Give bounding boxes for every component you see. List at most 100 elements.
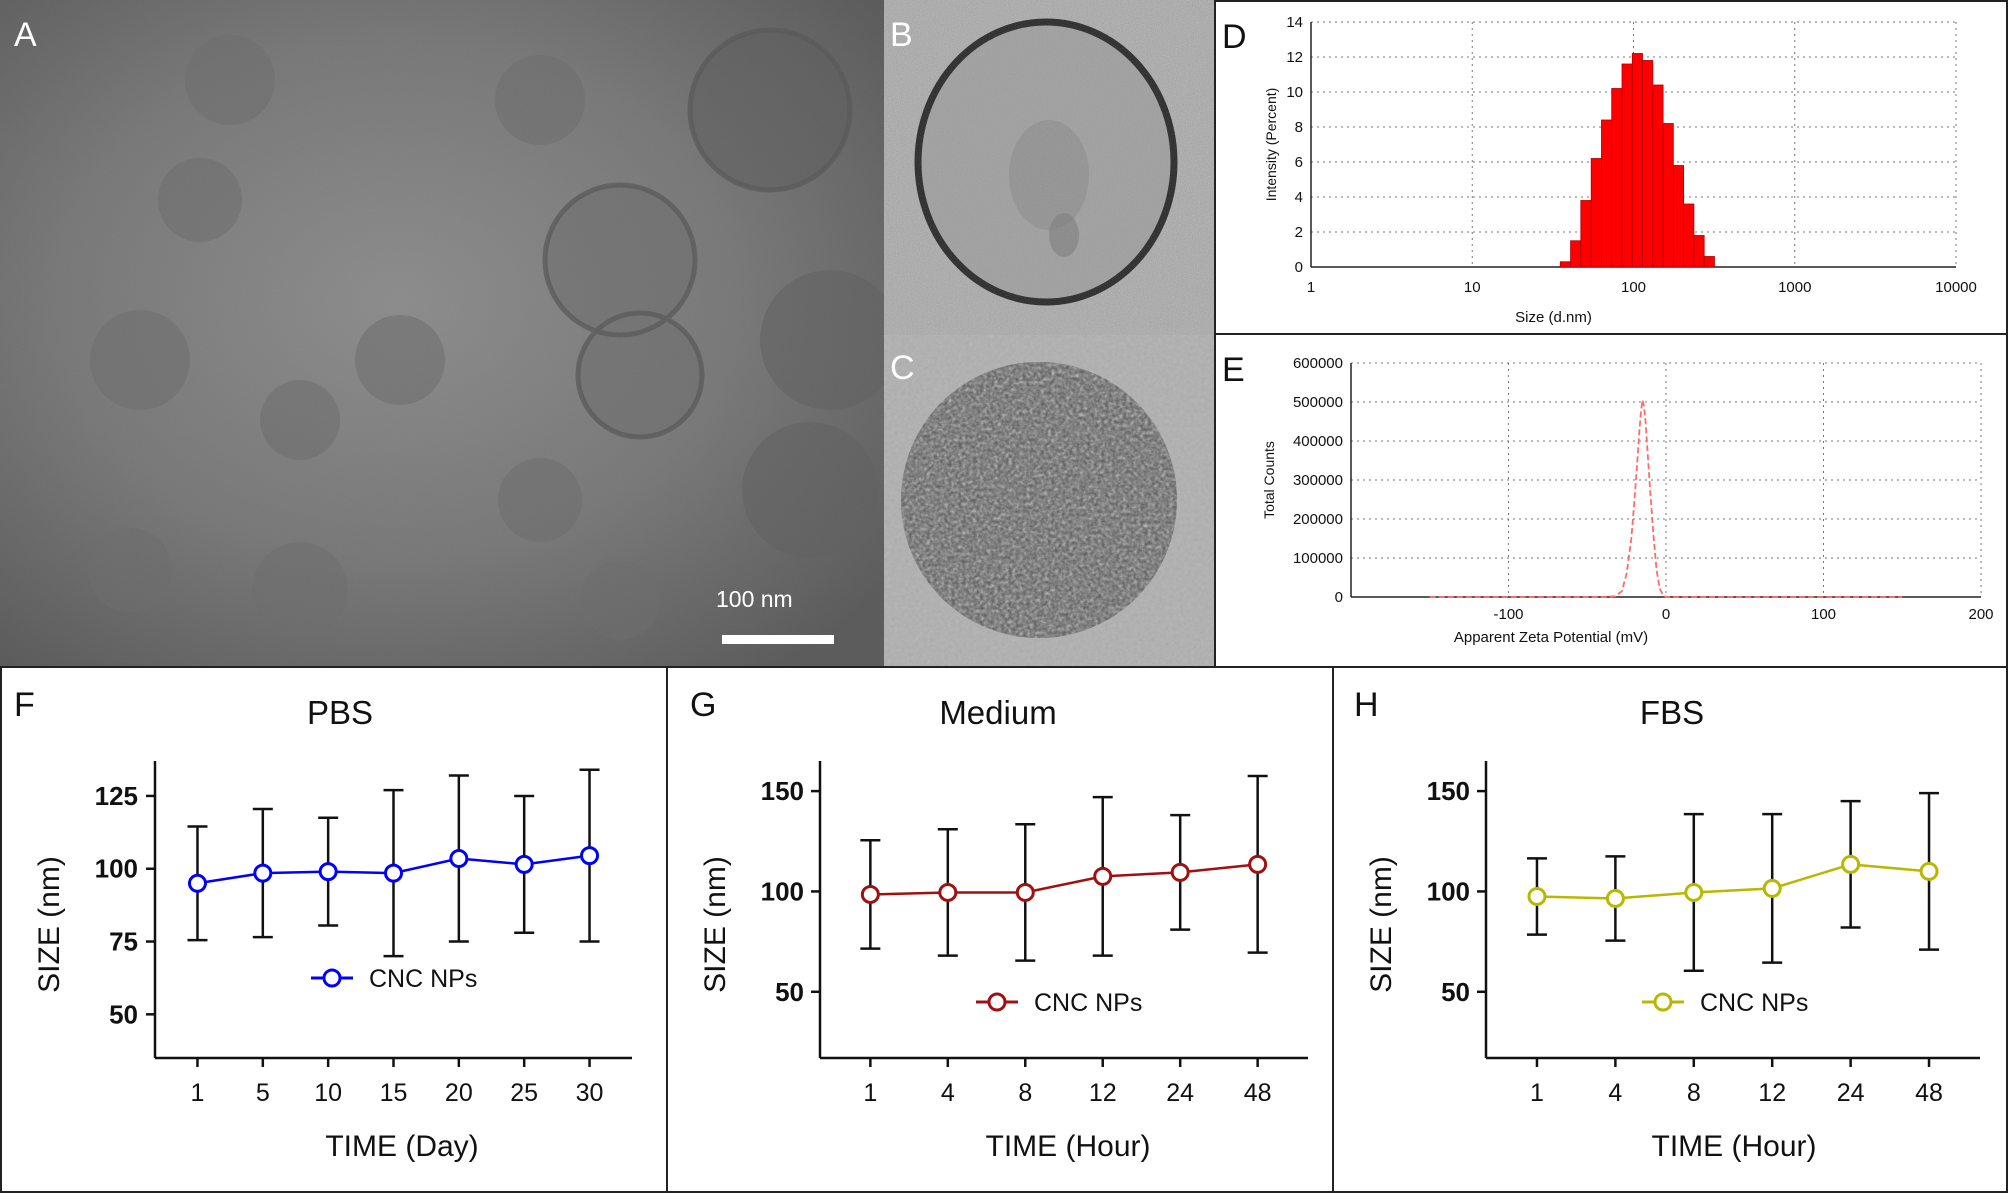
x-axis-label: Size (d.nm) (1515, 309, 1592, 326)
y-tick-label: 12 (1286, 49, 1303, 66)
x-tick-label: 1000 (1778, 279, 1811, 296)
data-point (1170, 862, 1190, 882)
legend-marker (1653, 992, 1673, 1012)
x-tick-label: 15 (380, 1079, 408, 1107)
panel-letter-d: D (1222, 18, 1247, 56)
y-axis-label: SIZE (nm) (1365, 856, 1398, 993)
histogram-bar (1601, 119, 1613, 268)
chart-title: PBS (307, 694, 373, 731)
x-tick-label: 10 (1464, 279, 1481, 296)
x-tick-label: 48 (1915, 1079, 1943, 1107)
data-point (384, 863, 403, 883)
x-tick-label: 100 (1621, 279, 1646, 296)
panel-letter-c: C (890, 349, 915, 387)
y-tick-label: 75 (109, 927, 138, 957)
y-tick-label: 50 (775, 977, 804, 1007)
x-tick-label: 1 (863, 1079, 877, 1107)
x-tick-label: 4 (941, 1079, 955, 1107)
x-axis-label: Apparent Zeta Potential (mV) (1454, 629, 1648, 646)
legend-label: CNC NPs (369, 965, 477, 993)
data-point (1762, 878, 1782, 898)
data-point (187, 873, 207, 893)
legend-marker (322, 968, 342, 988)
x-tick-label: 8 (1018, 1079, 1032, 1107)
scale-bar-label: 100 nm (716, 586, 793, 612)
panel-letter-e: E (1222, 351, 1245, 389)
y-tick-label: 100000 (1293, 550, 1343, 567)
y-axis-label: Intensity (Percent) (1263, 88, 1279, 202)
data-point (1248, 854, 1268, 874)
y-tick-label: 600000 (1293, 355, 1343, 372)
series-line (870, 863, 1258, 896)
y-tick-label: 500000 (1293, 394, 1343, 411)
histogram-bar (1672, 165, 1685, 268)
y-tick-label: 125 (95, 781, 138, 811)
x-tick-label: 0 (1662, 606, 1670, 623)
y-axis-label: SIZE (nm) (699, 856, 732, 993)
zeta-curve (1429, 399, 1903, 598)
x-axis-label: TIME (Hour) (986, 1130, 1151, 1163)
panel-c-tem-image: C (884, 335, 1214, 668)
legend-label: CNC NPs (1034, 989, 1142, 1017)
panel-f-pbs-stability: PBS 50 75 100 125 1 5 10 15 20 25 30 TIME (Day) SIZE … (0, 666, 668, 1193)
panel-letter-g: G (690, 686, 717, 724)
x-tick-label: 1 (191, 1079, 205, 1107)
particle-micrograph (884, 335, 1214, 668)
histogram-bar (1683, 203, 1695, 268)
y-tick-label: 150 (1427, 776, 1470, 806)
y-tick-label: 0 (1335, 589, 1343, 606)
grid (1351, 362, 1982, 598)
data-point (1015, 882, 1035, 902)
panel-d-size-distribution: 1 10 100 1000 10000 0 2 4 6 8 10 12 14 Size (d.nm) Int… (1214, 0, 2008, 335)
chart-title: Medium (939, 694, 1056, 731)
x-tick-label: 10000 (1935, 279, 1977, 296)
y-tick-label: 150 (761, 776, 804, 806)
data-point (1841, 854, 1861, 874)
histogram-bar (1703, 256, 1715, 268)
y-tick-label: 0 (1295, 259, 1303, 276)
panel-letter-h: H (1354, 686, 1379, 724)
histogram-bar (1652, 84, 1664, 268)
legend-label: CNC NPs (1700, 989, 1808, 1017)
zeta-potential-chart: -100 0 100 200 0 100000 200000 300000 400000 5000… (1261, 355, 1994, 646)
x-tick-label: 20 (445, 1079, 473, 1107)
panel-letter-f: F (14, 686, 35, 724)
legend: CNC NPs (976, 989, 1142, 1017)
chart-title: FBS (1640, 694, 1704, 731)
y-tick-label: 100 (761, 876, 804, 906)
x-axis-label: TIME (Hour) (1652, 1130, 1817, 1163)
y-tick-label: 4 (1295, 189, 1303, 206)
data-point (514, 854, 534, 874)
x-tick-label: 48 (1244, 1079, 1272, 1107)
y-tick-label: 200000 (1293, 511, 1343, 528)
data-point (1684, 882, 1704, 902)
x-tick-label: 8 (1687, 1079, 1701, 1107)
size-distribution-chart: 1 10 100 1000 10000 0 2 4 6 8 10 12 14 Size (d.nm) Int… (1263, 14, 1977, 326)
x-tick-label: 12 (1089, 1079, 1117, 1107)
x-tick-label: 24 (1166, 1079, 1194, 1107)
y-tick-label: 50 (109, 999, 138, 1029)
y-tick-label: 2 (1295, 224, 1303, 241)
data-point (449, 849, 469, 869)
histogram-bar (1559, 261, 1571, 268)
histogram-bar (1590, 158, 1602, 268)
histogram-bar (1642, 60, 1654, 268)
y-tick-label: 10 (1286, 84, 1303, 101)
data-point (860, 884, 880, 904)
y-tick-label: 100 (1427, 876, 1470, 906)
y-tick-label: 14 (1286, 14, 1303, 31)
x-tick-label: 25 (510, 1079, 538, 1107)
data-point (253, 863, 273, 883)
panel-letter-a: A (14, 16, 37, 54)
x-tick-label: 4 (1608, 1079, 1622, 1107)
data-point (318, 862, 338, 882)
data-point (1527, 886, 1547, 906)
data-point (938, 882, 958, 902)
scale-bar (722, 635, 834, 644)
data-point (1605, 888, 1625, 908)
y-axis-label: Total Counts (1261, 441, 1277, 519)
panel-letter-b: B (890, 16, 913, 54)
